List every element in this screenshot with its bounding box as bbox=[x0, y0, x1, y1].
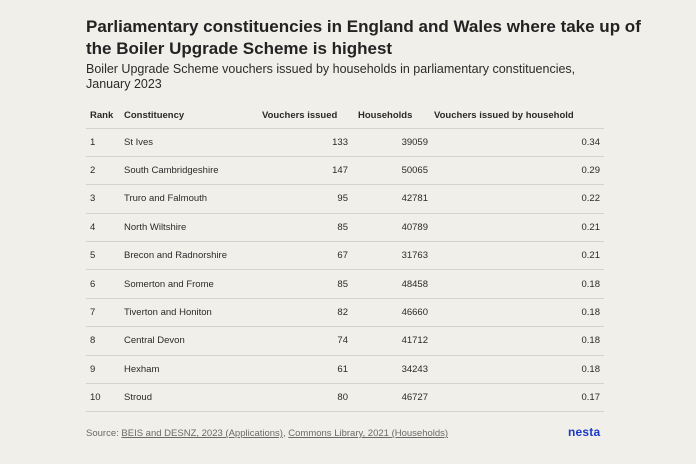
table-row: 6 Somerton and Frome 85 48458 0.18 bbox=[86, 269, 604, 299]
table-row: 5 Brecon and Radnorshire 67 31763 0.21 bbox=[86, 241, 604, 271]
cell-households: 40789 bbox=[358, 213, 434, 243]
cell-constituency: Stroud bbox=[124, 383, 262, 413]
cell-vouchers-by-household: 0.22 bbox=[434, 184, 604, 214]
cell-vouchers-by-household: 0.34 bbox=[434, 128, 604, 157]
cell-households: 31763 bbox=[358, 241, 434, 271]
cell-vouchers-issued: 82 bbox=[262, 298, 358, 328]
cell-vouchers-by-household: 0.17 bbox=[434, 383, 604, 413]
chart-title: Parliamentary constituencies in England … bbox=[86, 17, 641, 58]
cell-vouchers-issued: 85 bbox=[262, 269, 358, 299]
cell-vouchers-issued: 147 bbox=[262, 156, 358, 186]
table-row: 10 Stroud 80 46727 0.17 bbox=[86, 383, 604, 413]
cell-constituency: Truro and Falmouth bbox=[124, 184, 262, 214]
table-row: 4 North Wiltshire 85 40789 0.21 bbox=[86, 213, 604, 243]
table-row: 7 Tiverton and Honiton 82 46660 0.18 bbox=[86, 298, 604, 328]
chart-subtitle: Boiler Upgrade Scheme vouchers issued by… bbox=[86, 62, 576, 91]
table-row: 8 Central Devon 74 41712 0.18 bbox=[86, 326, 604, 356]
source-separator: , bbox=[282, 428, 289, 439]
header-households: Households bbox=[358, 104, 434, 129]
cell-households: 34243 bbox=[358, 355, 434, 385]
cell-constituency: Somerton and Frome bbox=[124, 269, 262, 299]
header-vouchers-by-household: Vouchers issued by household bbox=[434, 104, 604, 129]
cell-households: 42781 bbox=[358, 184, 434, 214]
source-note: Source: BEIS and DESNZ, 2023 (Applicatio… bbox=[86, 428, 448, 439]
table-row: 1 St Ives 133 39059 0.34 bbox=[86, 128, 604, 157]
source-link-applications[interactable]: BEIS and DESNZ, 2023 (Applications) bbox=[121, 428, 283, 439]
header-vouchers-issued: Vouchers issued bbox=[262, 104, 358, 129]
cell-vouchers-by-household: 0.29 bbox=[434, 156, 604, 186]
cell-vouchers-by-household: 0.18 bbox=[434, 355, 604, 385]
header-rank: Rank bbox=[86, 104, 124, 129]
table-row: 9 Hexham 61 34243 0.18 bbox=[86, 355, 604, 385]
cell-constituency: North Wiltshire bbox=[124, 213, 262, 243]
cell-vouchers-issued: 80 bbox=[262, 383, 358, 413]
cell-constituency: Tiverton and Honiton bbox=[124, 298, 262, 328]
cell-vouchers-issued: 85 bbox=[262, 213, 358, 243]
cell-vouchers-issued: 61 bbox=[262, 355, 358, 385]
table-row: 3 Truro and Falmouth 95 42781 0.22 bbox=[86, 184, 604, 214]
header-constituency: Constituency bbox=[124, 104, 262, 129]
cell-rank: 5 bbox=[86, 241, 124, 271]
cell-vouchers-by-household: 0.21 bbox=[434, 213, 604, 243]
cell-vouchers-issued: 67 bbox=[262, 241, 358, 271]
cell-constituency: Brecon and Radnorshire bbox=[124, 241, 262, 271]
cell-constituency: South Cambridgeshire bbox=[124, 156, 262, 186]
cell-households: 46727 bbox=[358, 383, 434, 413]
table-row: 2 South Cambridgeshire 147 50065 0.29 bbox=[86, 156, 604, 186]
cell-households: 46660 bbox=[358, 298, 434, 328]
source-link-households[interactable]: Commons Library, 2021 (Households) bbox=[288, 428, 449, 439]
nesta-logo: nesta bbox=[568, 425, 601, 439]
cell-rank: 1 bbox=[86, 128, 124, 157]
cell-households: 48458 bbox=[358, 269, 434, 299]
cell-vouchers-by-household: 0.18 bbox=[434, 269, 604, 299]
cell-constituency: Hexham bbox=[124, 355, 262, 385]
cell-vouchers-issued: 95 bbox=[262, 184, 358, 214]
cell-rank: 3 bbox=[86, 184, 124, 214]
cell-rank: 9 bbox=[86, 355, 124, 385]
cell-vouchers-by-household: 0.18 bbox=[434, 326, 604, 356]
cell-rank: 2 bbox=[86, 156, 124, 186]
cell-households: 41712 bbox=[358, 326, 434, 356]
cell-constituency: St Ives bbox=[124, 128, 262, 157]
source-prefix: Source: bbox=[86, 428, 122, 439]
data-table: Rank Constituency Vouchers issued Househ… bbox=[86, 104, 604, 413]
cell-vouchers-issued: 133 bbox=[262, 128, 358, 157]
cell-rank: 4 bbox=[86, 213, 124, 243]
cell-vouchers-by-household: 0.21 bbox=[434, 241, 604, 271]
cell-constituency: Central Devon bbox=[124, 326, 262, 356]
cell-households: 50065 bbox=[358, 156, 434, 186]
cell-vouchers-issued: 74 bbox=[262, 326, 358, 356]
cell-rank: 6 bbox=[86, 269, 124, 299]
cell-rank: 7 bbox=[86, 298, 124, 328]
table-header-row: Rank Constituency Vouchers issued Househ… bbox=[86, 104, 604, 129]
cell-vouchers-by-household: 0.18 bbox=[434, 298, 604, 328]
table-body: 1 St Ives 133 39059 0.34 2 South Cambridgeshir… bbox=[86, 128, 604, 413]
cell-households: 39059 bbox=[358, 128, 434, 157]
cell-rank: 8 bbox=[86, 326, 124, 356]
cell-rank: 10 bbox=[86, 383, 124, 413]
